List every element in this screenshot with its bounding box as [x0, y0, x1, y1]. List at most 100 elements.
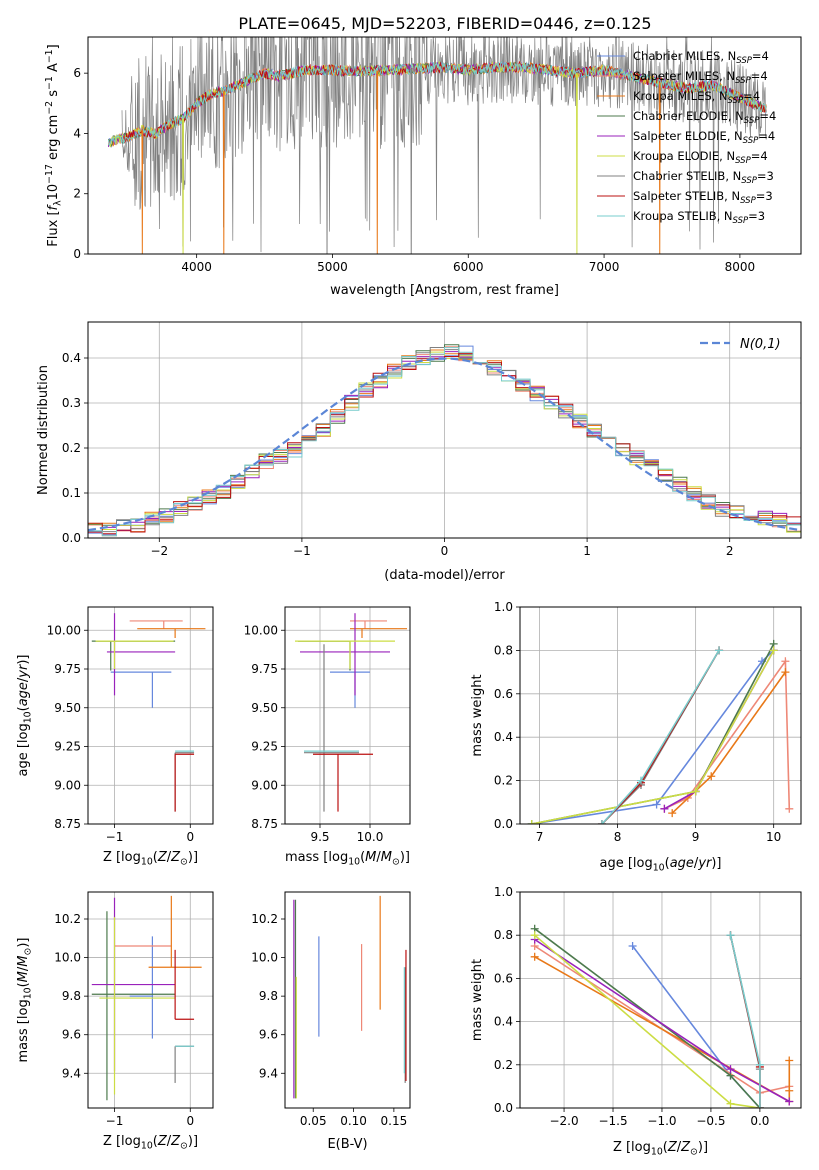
- marker-salpeter_elodie: [726, 1065, 735, 1074]
- line-chabrier_miles: [631, 945, 761, 1108]
- legend-label-salpeter_stelib: Salpeter STELIB, NSSP=3: [633, 189, 773, 206]
- plot-area: [295, 613, 407, 812]
- y-axis-label: Flux [fλ10−17 erg cm−2 s−1 A−1]: [44, 44, 64, 246]
- x-tick-label: 6000: [453, 260, 484, 274]
- marker-kroupa_miles: [781, 668, 790, 677]
- y-tick-label: 9.00: [251, 778, 278, 792]
- axes-age-vs-Z: −1 0 8.75 9.00 9.25 9.50 9.75 10.00 Z [log10(Z/Z…: [16, 606, 214, 868]
- legend-label-kroupa_elodie: Kroupa ELODIE, NSSP=4: [633, 149, 768, 166]
- marker-kroupa_stelib: [715, 646, 724, 655]
- x-tick-label: 0.10: [340, 1114, 367, 1128]
- plot-area: [91, 895, 202, 1101]
- axes-age-vs-mass: 9.5 10.0 8.75 9.00 9.25 9.50 9.75 10.00 mass [lo…: [244, 606, 411, 868]
- x-tick-label: 2: [726, 544, 734, 558]
- y-axis-label: mass [log10(M/M⊙)]: [16, 938, 34, 1063]
- marker-chabrier_miles: [628, 942, 637, 950]
- y-tick-label: 0.2: [62, 441, 81, 455]
- x-tick-label: −1: [106, 830, 124, 844]
- y-tick-label: 0.8: [494, 643, 513, 657]
- x-axis-label: Z [log10(Z/Z⊙)]: [103, 1134, 198, 1152]
- legend-label-salpeter_elodie: Salpeter ELODIE, NSSP=4: [633, 129, 775, 146]
- x-tick-label: −2.0: [549, 1114, 578, 1128]
- x-tick-label: 5000: [317, 260, 348, 274]
- marker-salpeter_miles: [785, 804, 794, 813]
- x-axis-label: (data-model)/error: [384, 568, 505, 583]
- legend-label-chabrier_elodie: Chabrier ELODIE, NSSP=4: [633, 109, 776, 126]
- spectrum-dip: [326, 70, 328, 254]
- y-tick-label: 0.3: [62, 396, 81, 410]
- y-tick-label: 10.00: [47, 623, 81, 637]
- spectrum-dip: [141, 130, 144, 254]
- axes-frame: [284, 891, 411, 1109]
- x-tick-label: −0.5: [696, 1114, 725, 1128]
- x-axis-label: E(B-V): [327, 1137, 367, 1152]
- x-tick-label: 9: [692, 830, 700, 844]
- y-tick-label: 2: [73, 187, 81, 201]
- spectrum-dip: [376, 70, 379, 254]
- axes-residuals: −2 −1 0 1 2 0.0 0.1 0.2 0.3 0.4 N(0,1) (data-model)…: [36, 321, 802, 583]
- marker-kroupa_miles: [707, 772, 716, 781]
- y-tick-label: 0.6: [494, 971, 513, 985]
- line-chabrier_elodie: [531, 643, 775, 824]
- spectrum-dip: [410, 68, 413, 254]
- legend: Chabrier MILES, NSSP=4 Salpeter MILES, NS…: [597, 49, 776, 226]
- y-tick-label: 9.50: [251, 701, 278, 715]
- histogram-step-salpeter_stelib: [88, 352, 801, 535]
- line-kroupa_miles: [671, 671, 787, 814]
- axes-frame: [87, 606, 214, 825]
- x-tick-label: −2: [150, 544, 168, 558]
- x-tick-label: 9.5: [310, 830, 329, 844]
- x-tick-label: 0.05: [300, 1114, 327, 1128]
- y-tick-label: 9.50: [54, 701, 81, 715]
- marker-kroupa_elodie: [769, 646, 778, 655]
- marker-kroupa_elodie: [527, 820, 536, 824]
- y-tick-label: 0.1: [62, 486, 81, 500]
- marker-kroupa_elodie: [691, 787, 700, 796]
- y-tick-label: 0.0: [494, 1101, 513, 1115]
- x-tick-label: 0: [441, 544, 449, 558]
- x-axis-label: Z [log10(Z/Z⊙)]: [613, 1140, 708, 1158]
- y-tick-label: 0: [73, 247, 81, 261]
- plot-area: [91, 613, 206, 812]
- y-tick-label: 9.4: [62, 1066, 81, 1080]
- line-chabrier_elodie: [534, 928, 761, 1108]
- spectrum-dip: [576, 73, 578, 254]
- x-tick-label: 7: [536, 830, 544, 844]
- x-axis-label: wavelength [Angstrom, rest frame]: [330, 283, 559, 298]
- x-tick-label: 0: [186, 1114, 194, 1128]
- x-axis-label: Z [log10(Z/Z⊙)]: [103, 850, 198, 868]
- y-tick-label: 10.2: [54, 912, 81, 926]
- legend-label-chabrier_stelib: Chabrier STELIB, NSSP=3: [633, 169, 774, 186]
- axes-mass-vs-Z: −1 0 9.4 9.6 9.8 10.0 10.2 Z [log10(Z/Z⊙)] mass …: [16, 891, 214, 1152]
- y-tick-label: 9.8: [62, 989, 81, 1003]
- y-tick-label: 0.4: [62, 351, 81, 365]
- marker-salpeter_elodie: [785, 1097, 794, 1106]
- y-tick-label: 0.4: [494, 730, 513, 744]
- y-tick-label: 8.75: [54, 817, 81, 831]
- marker-kroupa_stelib: [636, 776, 645, 785]
- line-salpeter_miles: [664, 658, 791, 810]
- marker-salpeter_miles: [781, 657, 790, 666]
- y-tick-label: 0.8: [494, 928, 513, 942]
- axes-frame: [519, 606, 802, 825]
- legend-label-chabrier_miles: Chabrier MILES, NSSP=4: [633, 49, 769, 66]
- y-tick-label: 0.0: [494, 817, 513, 831]
- x-axis-label: age [log10(age/yr)]: [599, 856, 721, 874]
- x-tick-label: 0.0: [750, 1114, 769, 1128]
- x-tick-label: 4000: [181, 260, 212, 274]
- plot-area: [293, 895, 407, 1099]
- plot-area: [88, 344, 801, 537]
- axes-mass-weight-vs-age: 7 8 9 10 0.0 0.2 0.4 0.6 0.8 1.0 age [log10(age/yr…: [470, 600, 802, 874]
- marker-kroupa_stelib: [597, 820, 606, 824]
- x-tick-label: −1.0: [647, 1114, 676, 1128]
- y-tick-label: 9.75: [54, 662, 81, 676]
- axes-mass-vs-EBV: 0.05 0.10 0.15 9.4 9.6 9.8 10.0 10.2 E(B-V): [251, 891, 411, 1152]
- y-tick-label: 9.4: [259, 1066, 278, 1080]
- spectrum-dip: [658, 82, 661, 254]
- axes-frame: [284, 606, 411, 825]
- y-tick-label: 8.75: [251, 817, 278, 831]
- y-tick-label: 9.00: [54, 778, 81, 792]
- y-tick-label: 0.4: [494, 1015, 513, 1029]
- marker-kroupa_elodie: [726, 1099, 735, 1108]
